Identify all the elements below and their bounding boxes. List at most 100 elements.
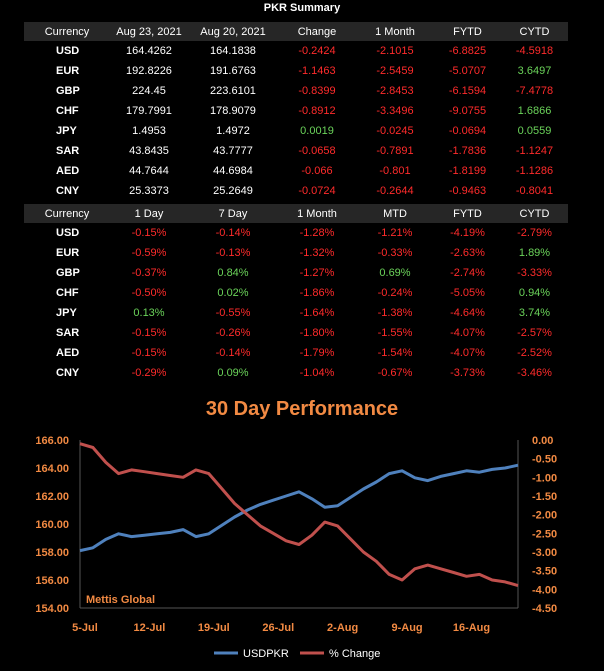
- value-cell: -6.8825: [448, 45, 487, 57]
- value-cell: -1.38%: [377, 307, 413, 319]
- y-right-tick-label: -3.00: [532, 547, 557, 559]
- value-cell: 178.9079: [210, 105, 256, 117]
- brand-label: Mettis Global: [86, 594, 156, 606]
- value-cell: -2.1015: [376, 45, 414, 57]
- value-cell: -2.57%: [517, 327, 552, 339]
- y-right-tick-label: -4.00: [532, 584, 557, 596]
- currency-code: CNY: [56, 185, 80, 197]
- y-left-tick-label: 160.00: [35, 519, 69, 531]
- value-cell: 3.74%: [518, 307, 551, 319]
- column-header: FYTD: [434, 22, 501, 41]
- value-cell: -0.7891: [376, 145, 414, 157]
- currency-code: USD: [56, 227, 80, 239]
- value-cell: -0.2644: [376, 185, 414, 197]
- performance-chart: 166.00 164.00 162.00 160.00 158.00 156.00 154.…: [35, 435, 557, 660]
- value-cell: 192.8226: [126, 65, 172, 77]
- y-right-tick-label: -4.50: [532, 603, 557, 615]
- value-cell: 164.1838: [210, 45, 256, 57]
- value-cell: 191.6763: [210, 65, 256, 77]
- x-tick-label: 26-Jul: [262, 622, 294, 634]
- table-row: SAR -0.15% -0.26% -1.80% -1.55% -4.07% -2.57%: [24, 323, 568, 343]
- legend-label: % Change: [329, 648, 380, 660]
- y-right-tick-label: -2.00: [532, 510, 557, 522]
- table-row: AED -0.15% -0.14% -1.79% -1.54% -4.07% -2.52%: [24, 343, 568, 363]
- column-header: CYTD: [501, 22, 568, 41]
- table-row: CHF -0.50% 0.02% -1.86% -0.24% -5.05% 0.94%: [24, 283, 568, 303]
- value-cell: -2.52%: [517, 347, 552, 359]
- value-cell: -1.7836: [448, 145, 487, 157]
- value-cell: -0.55%: [215, 307, 251, 319]
- y-right-tick-label: -1.00: [532, 472, 557, 484]
- y-right-tick-label: 0.00: [532, 435, 553, 447]
- value-cell: -4.64%: [450, 307, 485, 319]
- table-row: JPY 1.4953 1.4972 0.0019 -0.0245 -0.0694 0.055…: [24, 121, 568, 141]
- value-cell: -0.8041: [515, 185, 554, 197]
- value-cell: -0.2424: [298, 45, 336, 57]
- value-cell: -1.27%: [299, 267, 335, 279]
- value-cell: 1.4953: [132, 125, 166, 137]
- x-tick-label: 12-Jul: [134, 622, 166, 634]
- pkr-performance-table: Currency 1 Day 7 Day 1 Month MTD FYTD CYTD USD…: [24, 204, 568, 383]
- table-row: CNY 25.3373 25.2649 -0.0724 -0.2644 -0.9463 -0…: [24, 181, 568, 201]
- column-header: MTD: [356, 204, 434, 223]
- value-cell: 0.84%: [217, 267, 249, 279]
- column-header: CYTD: [501, 204, 568, 223]
- value-cell: -1.8199: [448, 165, 487, 177]
- value-cell: -2.8453: [376, 85, 414, 97]
- column-header: Aug 20, 2021: [188, 22, 278, 41]
- value-cell: 43.8435: [129, 145, 169, 157]
- value-cell: -5.0707: [448, 65, 487, 77]
- value-cell: -0.24%: [377, 287, 413, 299]
- column-header: Change: [278, 22, 356, 41]
- value-cell: 0.94%: [518, 287, 551, 299]
- value-cell: -1.21%: [377, 227, 413, 239]
- value-cell: 1.4972: [216, 125, 250, 137]
- value-cell: 179.7991: [126, 105, 172, 117]
- value-cell: -4.19%: [450, 227, 485, 239]
- value-cell: -3.33%: [517, 267, 552, 279]
- value-cell: 0.69%: [379, 267, 411, 279]
- value-cell: -4.5918: [515, 45, 554, 57]
- value-cell: -3.3496: [376, 105, 414, 117]
- column-header: FYTD: [434, 204, 501, 223]
- value-cell: -0.15%: [131, 227, 167, 239]
- value-cell: 44.7644: [129, 165, 169, 177]
- value-cell: -9.0755: [448, 105, 487, 117]
- value-cell: -0.9463: [448, 185, 487, 197]
- table-header-row: Currency Aug 23, 2021 Aug 20, 2021 Change 1 …: [24, 22, 568, 41]
- value-cell: -1.79%: [299, 347, 335, 359]
- value-cell: -0.67%: [377, 367, 413, 379]
- value-cell: -5.05%: [450, 287, 485, 299]
- currency-code: SAR: [56, 327, 80, 339]
- value-cell: 0.09%: [217, 367, 249, 379]
- x-tick-label: 5-Jul: [72, 622, 98, 634]
- column-header: 1 Month: [278, 204, 356, 223]
- value-cell: -4.07%: [450, 347, 485, 359]
- value-cell: -0.37%: [131, 267, 167, 279]
- value-cell: 0.0019: [300, 125, 334, 137]
- value-cell: 25.3373: [129, 185, 169, 197]
- y-left-tick-label: 166.00: [35, 435, 69, 447]
- value-cell: -7.4778: [515, 85, 554, 97]
- page-title: PKR Summary: [263, 2, 341, 14]
- table-row: GBP -0.37% 0.84% -1.27% 0.69% -2.74% -3.33%: [24, 263, 568, 283]
- value-cell: -0.0724: [298, 185, 336, 197]
- table-row: CNY -0.29% 0.09% -1.04% -0.67% -3.73% -3.46%: [24, 363, 568, 383]
- value-cell: -1.86%: [299, 287, 335, 299]
- value-cell: -1.64%: [299, 307, 335, 319]
- table-row: SAR 43.8435 43.7777 -0.0658 -0.7891 -1.7836 -1…: [24, 141, 568, 161]
- chart-title: 30 Day Performance: [205, 398, 399, 420]
- table-row: JPY 0.13% -0.55% -1.64% -1.38% -4.64% 3.74%: [24, 303, 568, 323]
- table-row: GBP 224.45 223.6101 -0.8399 -2.8453 -6.1594 -7…: [24, 81, 568, 101]
- value-cell: -1.1286: [515, 165, 554, 177]
- currency-code: GBP: [56, 85, 80, 97]
- y-right-tick-label: -0.50: [532, 454, 557, 466]
- currency-code: CNY: [56, 367, 80, 379]
- x-tick-label: 19-Jul: [198, 622, 230, 634]
- value-cell: -3.73%: [450, 367, 485, 379]
- y-left-tick-label: 164.00: [35, 463, 69, 475]
- value-cell: -0.15%: [131, 347, 167, 359]
- value-cell: -0.0245: [376, 125, 414, 137]
- value-cell: 25.2649: [213, 185, 253, 197]
- column-header: Currency: [24, 22, 110, 41]
